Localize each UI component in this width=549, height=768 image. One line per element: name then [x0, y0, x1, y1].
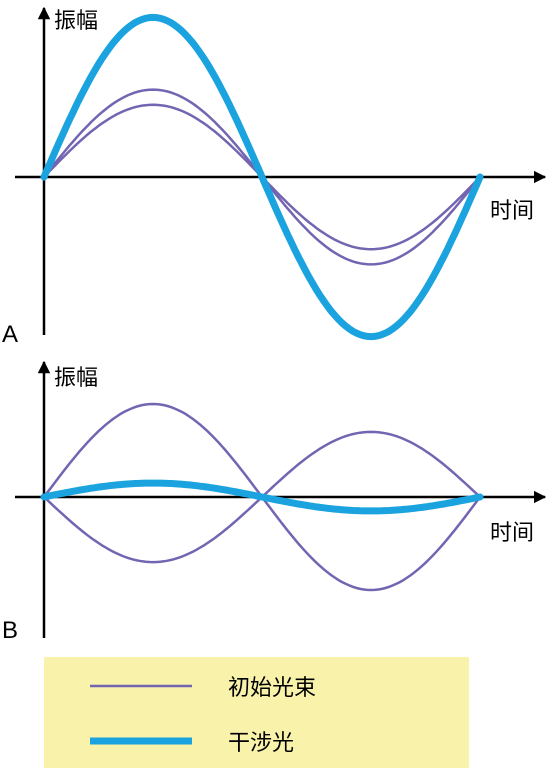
legend: 初始光束 干涉光 [44, 657, 469, 768]
legend-label-interference: 干涉光 [228, 731, 294, 756]
panel-b-x-axis-label: 时间 [490, 521, 534, 546]
interference-curve [40, 479, 484, 515]
legend-background [44, 657, 469, 768]
panel-b-y-axis-label: 振幅 [54, 366, 98, 391]
panel-b-curves [40, 402, 484, 592]
legend-label-initial-beam: 初始光束 [228, 676, 316, 701]
panel-a-y-axis-label: 振幅 [54, 9, 98, 34]
panel-b-label: B [2, 617, 18, 644]
panel-a-x-axis-label: 时间 [490, 199, 534, 224]
panel-a-curves [40, 13, 484, 341]
panel-a-label: A [2, 321, 18, 348]
interference-curve [40, 13, 484, 341]
panel-a: 振幅 时间 A [2, 6, 547, 348]
panel-b: 振幅 时间 B [2, 360, 547, 644]
